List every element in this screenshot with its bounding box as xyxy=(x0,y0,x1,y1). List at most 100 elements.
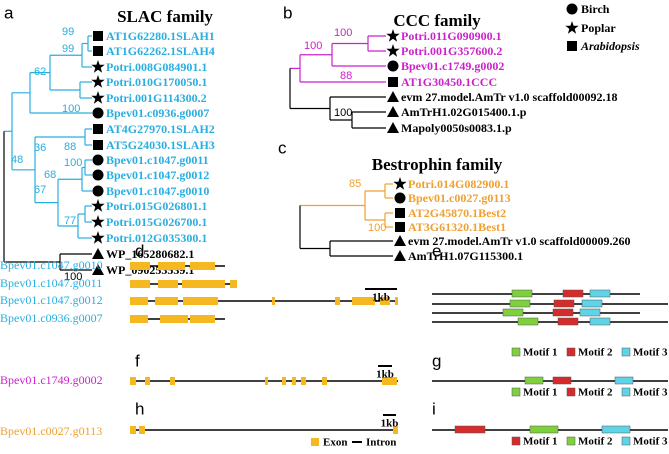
legend-motif xyxy=(566,387,576,397)
bootstrap-value: 36 xyxy=(34,142,46,154)
exon xyxy=(160,315,188,323)
bootstrap-value: 88 xyxy=(64,141,76,153)
bootstrap-value: 100 xyxy=(304,40,322,52)
legend-motif xyxy=(621,436,631,446)
legend-motif xyxy=(511,436,521,446)
leaf-label: Potri.015G026700.1 xyxy=(106,215,207,229)
exon xyxy=(230,280,237,288)
square-marker xyxy=(93,140,103,150)
leaf-label: WP_165280682.1 xyxy=(106,247,194,261)
legend-label: Motif 1 xyxy=(523,436,558,448)
legend-exon xyxy=(311,438,319,446)
gene-name: Bpev01.c1749.g0002 xyxy=(0,373,103,387)
legend-motif xyxy=(621,387,631,397)
exon xyxy=(130,426,136,434)
leaf-label: Potri.011G090900.1 xyxy=(401,29,502,43)
bootstrap-value: 99 xyxy=(62,43,74,55)
exon xyxy=(352,297,375,305)
leaf-label: Bpev01.c0027.g0113 xyxy=(408,191,511,205)
triangle-marker xyxy=(387,122,399,133)
bootstrap-value: 100 xyxy=(62,103,80,115)
legend-label: Motif 1 xyxy=(523,347,558,359)
exon xyxy=(158,280,178,288)
legend-motif xyxy=(511,347,521,357)
leaf-label: Bpev01.c0936.g0007 xyxy=(106,106,209,120)
legend-label: Motif 3 xyxy=(633,347,668,359)
motif xyxy=(614,376,634,385)
exon xyxy=(130,377,136,385)
triangle-marker xyxy=(394,235,406,246)
exon xyxy=(130,280,150,288)
bootstrap-value: 100 xyxy=(64,271,82,283)
bootstrap-value: 88 xyxy=(340,70,352,82)
exon xyxy=(282,377,286,385)
legend-motif xyxy=(566,436,576,446)
leaf-label: AT3G61320.1Best1 xyxy=(408,220,506,234)
square-marker xyxy=(93,46,103,56)
exon xyxy=(265,377,268,385)
scale-label: 1kb xyxy=(372,292,390,304)
exon xyxy=(190,315,215,323)
motif xyxy=(601,425,631,434)
square-marker xyxy=(395,208,405,218)
bootstrap-value: 100 xyxy=(334,27,352,39)
gene-name: Bpev01.c0936.g0007 xyxy=(0,311,103,325)
bootstrap-value: 100 xyxy=(368,222,386,234)
leaf-label: evm 27.model.AmTr v1.0 scaffold00009.260 xyxy=(408,234,631,248)
triangle-marker xyxy=(387,91,399,102)
gene-name: Bpev01.c1047.g0011 xyxy=(0,276,102,290)
bootstrap-value: 62 xyxy=(34,66,46,78)
scale-label: 1kb xyxy=(381,418,399,430)
star-marker xyxy=(91,215,105,228)
square-marker xyxy=(388,77,398,87)
panel-title: Bestrophin family xyxy=(372,155,503,174)
leaf-label: AT1G62280.1SLAH1 xyxy=(106,29,215,43)
bootstrap-value: 67 xyxy=(34,184,46,196)
motif xyxy=(552,376,572,385)
leaf-label: AT2G45870.1Best2 xyxy=(408,206,506,220)
bootstrap-value: 100 xyxy=(64,157,82,169)
leaf-label: Bpev01.c1047.g0012 xyxy=(106,168,209,182)
exon xyxy=(380,297,390,305)
panel-label: h xyxy=(135,399,144,418)
leaf-label: Bpev01.c1749.g0002 xyxy=(401,59,504,73)
circle-marker xyxy=(92,107,104,119)
triangle-marker xyxy=(387,106,399,117)
panel-label: a xyxy=(4,3,14,22)
legend-label: Arabidopsis xyxy=(580,39,640,53)
leaf-label: AT4G27970.1SLAH2 xyxy=(106,122,215,136)
legend-label: Motif 1 xyxy=(523,387,558,399)
exon xyxy=(301,377,306,385)
bootstrap-value: 100 xyxy=(334,107,352,119)
leaf-label: Potri.012G035300.1 xyxy=(106,231,207,245)
motif xyxy=(454,425,486,434)
panel-label: b xyxy=(283,3,292,22)
exon xyxy=(145,377,150,385)
exon xyxy=(139,426,145,434)
square-marker xyxy=(567,41,577,51)
panel-title: SLAC family xyxy=(117,7,213,26)
legend-label: Motif 2 xyxy=(578,387,613,399)
panel-label: i xyxy=(432,399,436,418)
circle-marker xyxy=(92,169,104,181)
leaf-label: evm 27.model.AmTr v1.0 scaffold00092.18 xyxy=(401,90,618,104)
legend-label: Intron xyxy=(366,437,396,449)
legend-label: Poplar xyxy=(581,21,616,35)
panel-label: c xyxy=(278,138,287,157)
leaf-label: AmTrH1.02G015400.1.p xyxy=(401,105,527,119)
motif xyxy=(557,317,579,326)
leaf-label: AmTrH1.07G115300.1 xyxy=(408,249,523,263)
motif xyxy=(511,289,533,298)
leaf-label: Bpev01.c1047.g0011 xyxy=(106,153,209,167)
exon xyxy=(382,377,397,385)
exon xyxy=(155,297,178,305)
star-marker xyxy=(386,29,400,42)
exon xyxy=(190,262,215,270)
legend-label: Motif 3 xyxy=(633,436,668,448)
star-marker xyxy=(91,75,105,88)
motif xyxy=(562,289,584,298)
panel-label: d xyxy=(135,241,144,260)
gene-name: Bpev01.c1047.g0010 xyxy=(0,258,103,272)
gene-name: Bpev01.c0027.g0113 xyxy=(0,424,102,438)
